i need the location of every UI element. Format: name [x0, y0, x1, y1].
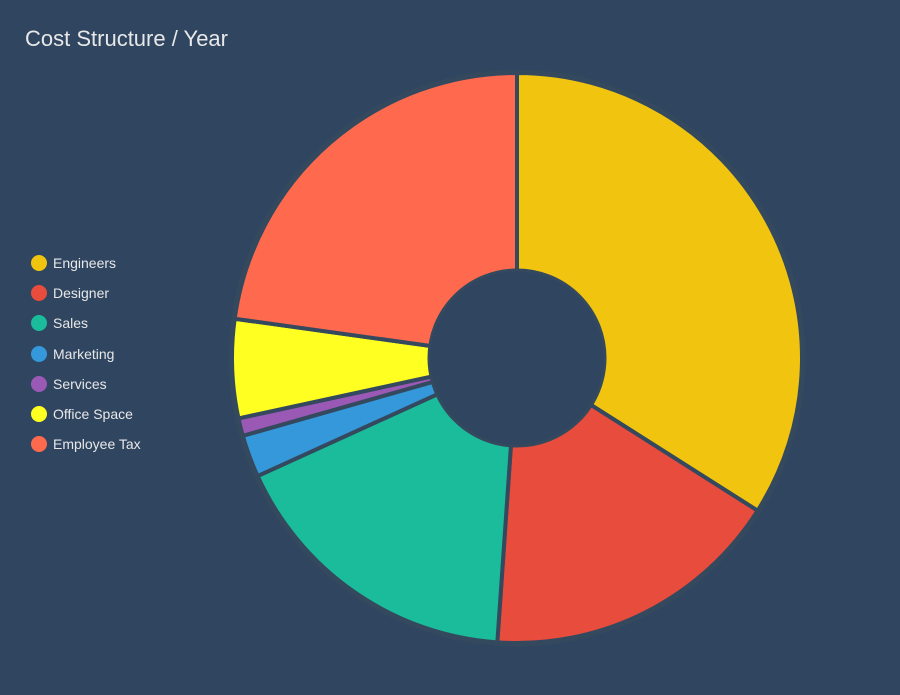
- legend-label: Employee Tax: [53, 436, 141, 453]
- legend-label: Sales: [53, 315, 89, 332]
- legend: Engineers Designer Sales Marketing Servi…: [31, 248, 141, 459]
- legend-item-employee-tax[interactable]: Employee Tax: [31, 429, 141, 459]
- legend-item-sales[interactable]: Sales: [31, 308, 141, 338]
- legend-item-office-space[interactable]: Office Space: [31, 399, 141, 429]
- legend-label: Office Space: [53, 406, 133, 423]
- legend-label: Services: [53, 375, 107, 392]
- slice-employee-tax[interactable]: [232, 71, 519, 360]
- legend-dot-icon: [31, 375, 47, 392]
- legend-item-engineers[interactable]: Engineers: [31, 248, 141, 278]
- slice-sales[interactable]: [255, 356, 519, 645]
- legend-item-marketing[interactable]: Marketing: [31, 339, 141, 369]
- legend-item-services[interactable]: Services: [31, 369, 141, 399]
- legend-dot-icon: [31, 315, 47, 332]
- legend-dot-icon: [31, 345, 47, 362]
- legend-item-designer[interactable]: Designer: [31, 278, 141, 308]
- legend-label: Marketing: [53, 345, 115, 362]
- legend-label: Designer: [53, 285, 110, 302]
- legend-dot-icon: [31, 255, 47, 272]
- legend-label: Engineers: [53, 255, 117, 272]
- legend-dot-icon: [31, 406, 47, 423]
- donut-hole: [427, 268, 607, 448]
- legend-dot-icon: [31, 285, 47, 302]
- legend-dot-icon: [31, 436, 47, 453]
- chart-title: Cost Structure / Year: [25, 26, 228, 51]
